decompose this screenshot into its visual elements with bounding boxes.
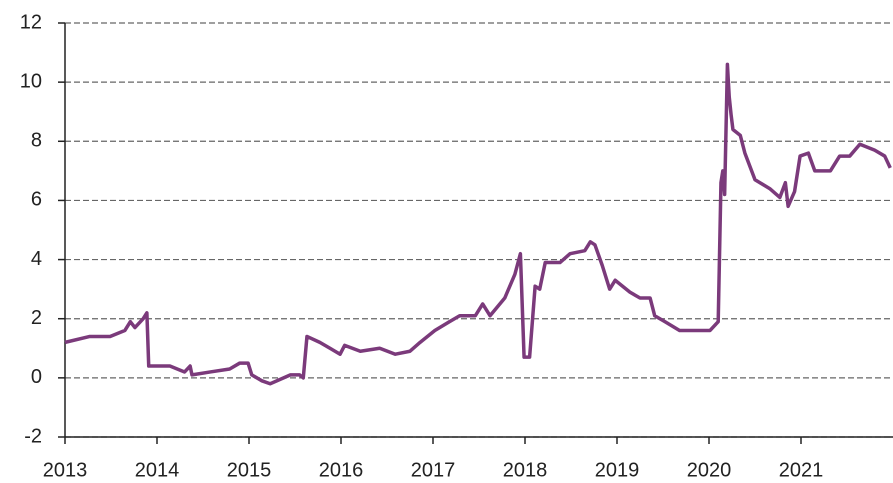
y-tick-label: 4 <box>31 248 42 270</box>
x-tick-label: 2020 <box>687 459 732 481</box>
x-tick-label: 2021 <box>779 459 824 481</box>
y-tick-label: -2 <box>24 425 42 447</box>
x-tick-label: 2016 <box>319 459 364 481</box>
y-tick-label: 12 <box>20 11 42 33</box>
x-tick-label: 2013 <box>43 459 88 481</box>
y-tick-label: 2 <box>31 307 42 329</box>
x-tick-label: 2019 <box>595 459 640 481</box>
y-tick-label: 0 <box>31 366 42 388</box>
y-tick-label: 8 <box>31 130 42 152</box>
x-tick-label: 2017 <box>411 459 456 481</box>
x-tick-label: 2014 <box>135 459 180 481</box>
x-tick-label: 2015 <box>227 459 272 481</box>
x-tick-label: 2018 <box>503 459 548 481</box>
line <box>64 62 892 386</box>
y-tick-label: 6 <box>31 189 42 211</box>
y-tick-label: 10 <box>20 70 42 92</box>
